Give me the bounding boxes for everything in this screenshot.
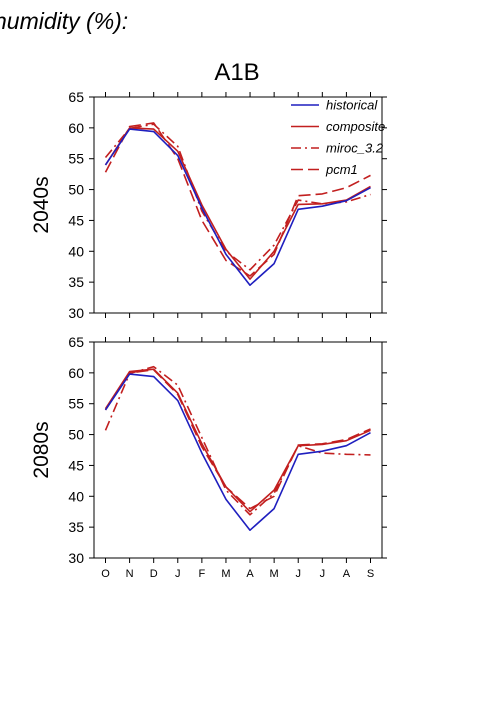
panels: 30 35 40 45 50 55 60 65 2040s historical composite… (30, 89, 387, 580)
y-tick-label: 65 (68, 334, 84, 350)
y-tick-label: 55 (68, 151, 84, 167)
y-tick-label: 65 (68, 89, 84, 105)
series-line-historical (104, 128, 371, 287)
y-tick-label: 60 (68, 120, 84, 136)
legend: historical composite miroc_3.2 pcm1 (291, 98, 385, 177)
y-tick-label: 35 (68, 519, 84, 535)
panel-2040s: 30 35 40 45 50 55 60 65 2040s historical composite… (30, 89, 387, 321)
x-tick-label: M (221, 568, 230, 580)
x-tick-label: M (270, 568, 279, 580)
x-tick-label: D (150, 568, 158, 580)
figure-title: humidity (%): (0, 8, 128, 34)
panel-label: 2040s (30, 176, 53, 233)
series-line-pcm1 (104, 368, 371, 510)
legend-label: composite (326, 119, 385, 134)
x-tick-label: S (367, 568, 374, 580)
y-tick-label: 35 (68, 274, 84, 290)
x-tick-label: A (246, 568, 254, 580)
y-tick-label: 40 (68, 243, 84, 259)
x-tick-label: F (198, 568, 205, 580)
legend-label: miroc_3.2 (326, 141, 384, 156)
y-tick-label: 30 (68, 305, 84, 321)
y-tick-label: 45 (68, 457, 84, 473)
y-tick-label: 30 (68, 550, 84, 566)
x-tick-label: J (175, 568, 181, 580)
panel-label: 2080s (30, 421, 53, 478)
panel-2080s: 30 35 40 45 50 55 60 65 O N D J F M A M J J A S 2080s (30, 334, 387, 580)
series-line-pcm1 (104, 122, 371, 277)
x-tick-label: N (126, 568, 134, 580)
legend-label: pcm1 (325, 162, 358, 177)
x-tick-label: O (101, 568, 110, 580)
y-tick-label: 40 (68, 488, 84, 504)
series-line-composite (104, 127, 371, 280)
series-line-miroc-3-2 (104, 365, 371, 516)
x-tick-label: J (295, 568, 301, 580)
plot-frame (93, 96, 383, 314)
series-line-composite (104, 368, 371, 513)
y-tick-label: 50 (68, 427, 84, 443)
series-line-historical (104, 373, 371, 532)
y-tick-label: 45 (68, 212, 84, 228)
scenario-title: A1B (214, 59, 259, 86)
x-tick-label: A (343, 568, 351, 580)
y-tick-label: 55 (68, 396, 84, 412)
x-tick-label: J (320, 568, 326, 580)
y-tick-label: 50 (68, 182, 84, 198)
y-tick-label: 60 (68, 365, 84, 381)
legend-label: historical (326, 98, 378, 113)
plot-frame (93, 341, 383, 559)
